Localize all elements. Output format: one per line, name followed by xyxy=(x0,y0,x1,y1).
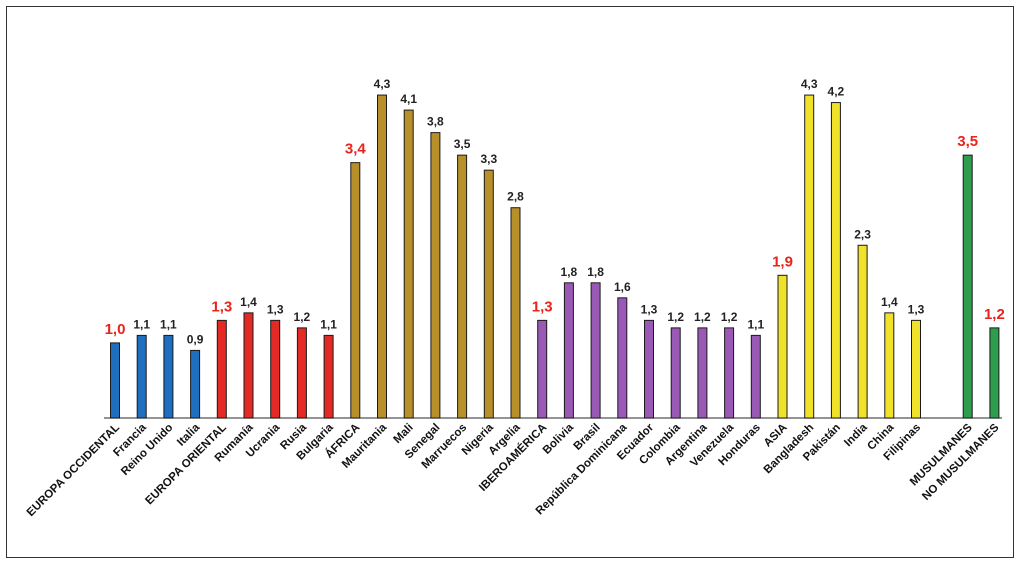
bar-africa-6 xyxy=(510,207,521,419)
bar-asia-2 xyxy=(830,102,841,419)
value-label-africa-4: 3,5 xyxy=(454,137,471,151)
bar-europa-occidental-1 xyxy=(136,334,147,419)
value-label-europa-occidental-0: 1,0 xyxy=(105,321,126,338)
value-label-africa-6: 2,8 xyxy=(507,190,524,204)
value-label-iberoamerica-1: 1,8 xyxy=(561,265,578,279)
value-label-asia-3: 2,3 xyxy=(854,227,871,241)
bar-iberoamerica-3 xyxy=(617,297,628,419)
bar-iberoamerica-0 xyxy=(537,319,548,419)
bar-iberoamerica-4 xyxy=(644,319,654,419)
bar-africa-2 xyxy=(403,109,414,419)
bar-asia-1 xyxy=(804,94,815,419)
bar-africa-3 xyxy=(430,132,441,419)
value-label-iberoamerica-5: 1,2 xyxy=(667,310,684,324)
bar-musulmanes-1 xyxy=(989,327,1000,419)
bar-iberoamerica-8 xyxy=(750,334,761,419)
value-label-iberoamerica-4: 1,3 xyxy=(641,302,658,316)
bar-africa-5 xyxy=(483,169,494,419)
bar-europa-oriental-3 xyxy=(296,327,307,419)
bar-asia-3 xyxy=(857,244,868,419)
bar-europa-occidental-0 xyxy=(110,342,120,419)
bar-iberoamerica-6 xyxy=(697,327,708,419)
value-label-europa-occidental-3: 0,9 xyxy=(187,332,204,346)
value-label-africa-1: 4,3 xyxy=(374,77,391,91)
value-label-musulmanes-0: 3,5 xyxy=(957,133,978,150)
value-label-europa-oriental-0: 1,3 xyxy=(211,298,232,315)
bar-africa-0 xyxy=(350,162,361,419)
value-label-europa-oriental-3: 1,2 xyxy=(294,310,311,324)
value-label-asia-1: 4,3 xyxy=(801,77,818,91)
bar-musulmanes-0 xyxy=(962,154,973,419)
bar-iberoamerica-7 xyxy=(724,327,735,419)
bar-africa-1 xyxy=(377,94,387,419)
bar-asia-0 xyxy=(777,274,788,419)
value-label-asia-0: 1,9 xyxy=(772,253,793,270)
bar-europa-occidental-3 xyxy=(190,349,201,419)
bar-iberoamerica-5 xyxy=(670,327,681,419)
chart-frame xyxy=(6,6,1014,558)
value-label-africa-3: 3,8 xyxy=(427,115,444,129)
bar-africa-4 xyxy=(457,154,468,419)
value-label-iberoamerica-6: 1,2 xyxy=(694,310,711,324)
value-label-iberoamerica-7: 1,2 xyxy=(721,310,738,324)
value-label-europa-oriental-1: 1,4 xyxy=(240,295,257,309)
value-label-iberoamerica-0: 1,3 xyxy=(532,298,553,315)
value-label-asia-2: 4,2 xyxy=(828,85,845,99)
bar-europa-oriental-4 xyxy=(323,334,334,419)
value-label-europa-oriental-2: 1,3 xyxy=(267,302,284,316)
value-label-africa-0: 3,4 xyxy=(345,141,367,158)
bar-asia-5 xyxy=(911,319,921,419)
category-label-europa-occidental-0: EUROPA OCCIDENTAL xyxy=(25,422,122,519)
category-label-iberoamerica-1: Bolivia xyxy=(541,421,577,457)
value-label-iberoamerica-2: 1,8 xyxy=(587,265,604,279)
value-label-asia-5: 1,3 xyxy=(908,302,925,316)
bar-europa-oriental-2 xyxy=(270,319,281,419)
value-label-europa-occidental-2: 1,1 xyxy=(160,317,177,331)
value-label-europa-occidental-1: 1,1 xyxy=(133,317,150,331)
bar-iberoamerica-2 xyxy=(590,282,601,419)
value-label-iberoamerica-8: 1,1 xyxy=(747,317,764,331)
value-label-africa-5: 3,3 xyxy=(480,152,497,166)
bar-iberoamerica-1 xyxy=(563,282,574,419)
bar-europa-oriental-0 xyxy=(216,319,227,419)
value-label-iberoamerica-3: 1,6 xyxy=(614,280,631,294)
bar-europa-oriental-1 xyxy=(243,312,254,419)
bar-asia-4 xyxy=(884,312,895,419)
bar-europa-occidental-2 xyxy=(163,334,174,419)
value-label-africa-2: 4,1 xyxy=(400,92,417,106)
value-label-asia-4: 1,4 xyxy=(881,295,898,309)
value-label-europa-oriental-4: 1,1 xyxy=(320,317,337,331)
value-label-musulmanes-1: 1,2 xyxy=(984,306,1005,323)
